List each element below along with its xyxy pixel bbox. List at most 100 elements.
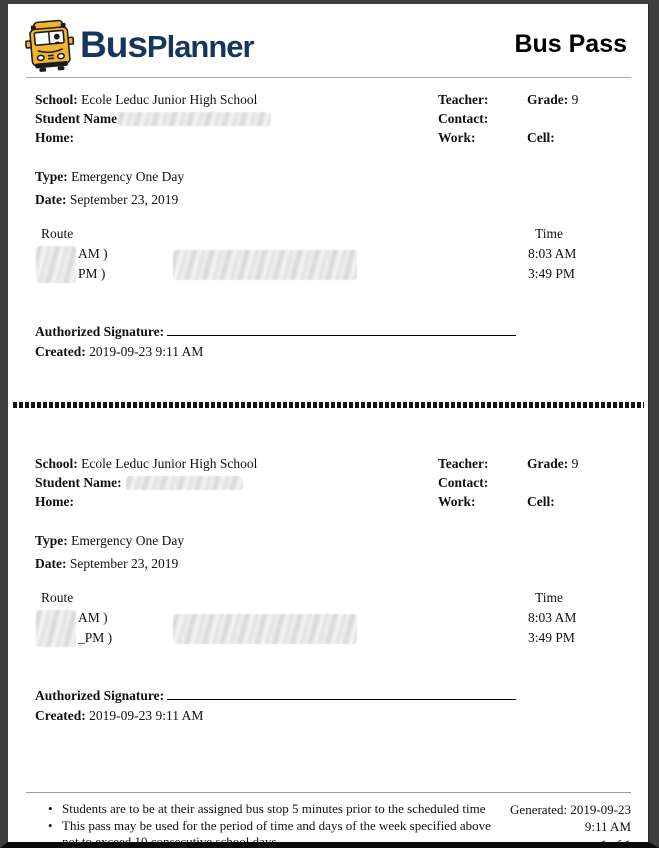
redacted-route-name xyxy=(173,250,357,280)
teacher-field: Teacher: xyxy=(438,454,527,473)
work-label: Work: xyxy=(438,130,476,145)
empty-cell xyxy=(527,473,629,492)
type-label: Type: xyxy=(35,169,68,184)
signature-field: Authorized Signature: xyxy=(35,686,629,706)
route-pm-suffix: PM ) xyxy=(78,266,106,281)
cell-field: Cell: xyxy=(527,492,629,511)
generated-info: Generated: 2019-09-23 9:11 AM 1 of 1 xyxy=(493,801,631,848)
school-field: School: Ecole Leduc Junior High School xyxy=(35,90,438,109)
route-table: Route Time AM ) 8:03 AM PM ) 3:49 PM xyxy=(35,224,629,284)
grade-value: 9 xyxy=(571,456,579,471)
date-field: Date: September 23, 2019 xyxy=(35,554,629,573)
cut-separator-line xyxy=(13,402,644,408)
time-column-header: Time xyxy=(535,590,564,605)
school-value: Ecole Leduc Junior High School xyxy=(81,456,258,471)
page-title: Bus Pass xyxy=(514,30,627,58)
signature-label: Authorized Signature: xyxy=(35,324,165,339)
generated-value: 2019-09-23 9:11 AM xyxy=(570,802,631,834)
date-label: Date: xyxy=(35,192,67,207)
header-divider xyxy=(26,77,631,78)
bus-pass-section-2: School: Ecole Leduc Junior High School T… xyxy=(8,454,649,725)
home-field: Home: xyxy=(35,128,438,147)
route-row-pm: _PM ) 3:49 PM xyxy=(35,628,629,648)
student-info-grid: School: Ecole Leduc Junior High School T… xyxy=(35,454,629,511)
cell-field: Cell: xyxy=(527,128,629,147)
route-row-am: AM ) 8:03 AM xyxy=(35,244,629,264)
contact-label: Contact: xyxy=(438,111,489,126)
wordmark-planner: Planner xyxy=(146,29,255,64)
type-label: Type: xyxy=(35,533,68,548)
type-field: Type: Emergency One Day xyxy=(35,167,629,186)
created-value: 2019-09-23 9:11 AM xyxy=(89,344,204,359)
date-label: Date: xyxy=(35,556,67,571)
route-am-time: 8:03 AM xyxy=(528,610,577,625)
grade-label: Grade: xyxy=(527,92,569,107)
footer-note-2: • This pass may be used for the period of… xyxy=(48,817,493,843)
grade-field: Grade: 9 xyxy=(527,90,629,109)
route-table: Route Time AM ) 8:03 AM _PM ) 3:49 PM xyxy=(35,588,629,648)
created-field: Created: 2019-09-23 9:11 AM xyxy=(35,706,629,725)
home-field: Home: xyxy=(35,492,438,511)
date-value: September 23, 2019 xyxy=(69,192,179,207)
generated-label: Generated: xyxy=(510,802,568,817)
work-field: Work: xyxy=(438,128,527,147)
route-table-header: Route Time xyxy=(35,224,629,244)
note-text: Students are to be at their assigned bus… xyxy=(62,801,486,816)
cell-label: Cell: xyxy=(527,130,555,145)
school-value: Ecole Leduc Junior High School xyxy=(81,92,258,107)
route-am-time: 8:03 AM xyxy=(528,246,577,261)
redacted-route-number xyxy=(36,610,76,647)
empty-cell xyxy=(527,109,629,128)
student-name-label: Student Name xyxy=(35,111,118,126)
teacher-label: Teacher: xyxy=(438,456,489,471)
bus-pass-section-1: School: Ecole Leduc Junior High School T… xyxy=(8,90,649,361)
footer-notes: • Students are to be at their assigned bu… xyxy=(26,801,493,843)
teacher-field: Teacher: xyxy=(438,90,527,109)
student-info-grid: School: Ecole Leduc Junior High School T… xyxy=(35,90,629,147)
redacted-student-name xyxy=(118,111,272,126)
signature-field: Authorized Signature: xyxy=(35,322,629,342)
work-field: Work: xyxy=(438,492,527,511)
date-value: September 23, 2019 xyxy=(69,556,179,571)
home-label: Home: xyxy=(35,494,74,509)
page-footer: • Students are to be at their assigned bu… xyxy=(26,792,631,848)
busplanner-wordmark: BusPlanner xyxy=(80,24,255,65)
route-table-header: Route Time xyxy=(35,588,629,608)
created-field: Created: 2019-09-23 9:11 AM xyxy=(35,342,629,361)
created-label: Created: xyxy=(35,344,86,359)
route-pm-time: 3:49 PM xyxy=(528,630,575,645)
redacted-route-name xyxy=(173,614,357,644)
wordmark-bus: Bus xyxy=(80,24,148,65)
route-am-suffix: AM ) xyxy=(78,610,108,625)
route-am-suffix: AM ) xyxy=(78,246,108,261)
school-label: School: xyxy=(35,456,78,471)
grade-field: Grade: 9 xyxy=(527,454,629,473)
document-header: BusPlanner Bus Pass xyxy=(8,4,649,72)
home-label: Home: xyxy=(35,130,74,145)
type-field: Type: Emergency One Day xyxy=(35,531,629,550)
created-value: 2019-09-23 9:11 AM xyxy=(89,708,204,723)
route-column-header: Route xyxy=(41,590,74,605)
route-row-am: AM ) 8:03 AM xyxy=(35,608,629,628)
signature-label: Authorized Signature: xyxy=(35,688,165,703)
page-count: 1 of 1 xyxy=(600,837,631,848)
grade-value: 9 xyxy=(571,92,579,107)
route-row-pm: PM ) 3:49 PM xyxy=(35,264,629,284)
student-name-label: Student Name: xyxy=(35,475,122,490)
date-field: Date: September 23, 2019 xyxy=(35,190,629,209)
footer-note-1: • Students are to be at their assigned bu… xyxy=(48,801,493,818)
bullet-icon: • xyxy=(48,817,53,833)
redacted-student-name xyxy=(125,475,243,490)
route-pm-suffix: _PM ) xyxy=(78,630,113,645)
busplanner-logo: BusPlanner xyxy=(24,18,255,72)
school-label: School: xyxy=(35,92,78,107)
created-label: Created: xyxy=(35,708,86,723)
signature-line xyxy=(167,325,517,336)
cell-label: Cell: xyxy=(527,494,555,509)
redacted-route-number xyxy=(36,246,76,283)
work-label: Work: xyxy=(438,494,476,509)
contact-label: Contact: xyxy=(438,475,489,490)
student-name-field: Student Name xyxy=(35,109,438,128)
teacher-label: Teacher: xyxy=(438,92,489,107)
